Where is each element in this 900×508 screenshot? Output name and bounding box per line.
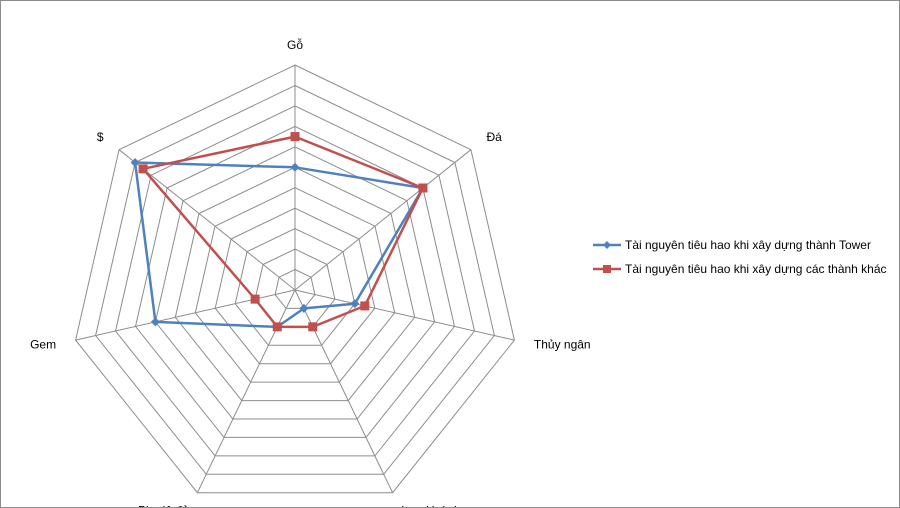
data-point-diamond xyxy=(290,162,300,172)
grid-ring xyxy=(234,228,356,346)
data-point-diamond xyxy=(150,317,160,327)
axis-spoke xyxy=(196,289,296,493)
axis-label: Pha lê đỏ xyxy=(138,504,189,507)
legend-label-other-cities: Tài nguyên tiêu hao khi xây dựng các thà… xyxy=(625,262,887,276)
axis-label: Đá xyxy=(487,130,503,144)
axis-spoke xyxy=(294,289,515,341)
series-line-0 xyxy=(133,161,425,329)
grid-ring xyxy=(154,146,436,420)
data-point-diamond xyxy=(299,303,309,313)
legend-marker-square-icon xyxy=(593,265,621,273)
legend: Tài nguyên tiêu hao khi xây dựng thành T… xyxy=(593,233,887,281)
axis-spoke xyxy=(294,149,472,291)
legend-entry-other-cities: Tài nguyên tiêu hao khi xây dựng các thà… xyxy=(593,257,887,281)
data-point-diamond xyxy=(130,157,140,167)
radar-spokes xyxy=(75,65,515,493)
axis-label: Gỗ xyxy=(287,37,303,52)
data-point-square xyxy=(308,322,318,332)
grid-ring xyxy=(194,187,396,383)
grid-ring xyxy=(95,84,495,475)
legend-label-tower: Tài nguyên tiêu hao khi xây dựng thành T… xyxy=(625,238,871,252)
series-line-1 xyxy=(141,135,425,329)
axis-spoke xyxy=(294,289,394,493)
axis-label: $ xyxy=(97,130,104,144)
grid-ring xyxy=(114,105,476,457)
grid-ring xyxy=(274,268,316,309)
radar-series xyxy=(130,132,428,332)
grid-ring xyxy=(75,64,515,494)
grid-ring xyxy=(134,125,456,438)
legend-marker-diamond-icon xyxy=(593,241,621,249)
data-point-square xyxy=(272,322,282,332)
axis-label: Gem xyxy=(30,338,56,352)
axis-label: Lưu Huỳnh xyxy=(401,504,460,507)
axis-spoke xyxy=(75,289,296,341)
legend-entry-tower: Tài nguyên tiêu hao khi xây dựng thành T… xyxy=(593,233,887,257)
data-point-square xyxy=(290,132,300,142)
axis-labels: Gỗ Đá Thủy ngân Lưu Huỳnh Pha lê đỏ Gem $ xyxy=(30,37,591,507)
data-point-square xyxy=(138,164,148,174)
grid-ring xyxy=(214,207,376,365)
data-point-square xyxy=(360,301,370,311)
data-point-square xyxy=(418,183,428,193)
radar-grid xyxy=(75,64,515,494)
axis-label: Thủy ngân xyxy=(534,338,591,352)
data-point-square xyxy=(250,294,260,304)
data-point-diamond xyxy=(350,299,360,309)
